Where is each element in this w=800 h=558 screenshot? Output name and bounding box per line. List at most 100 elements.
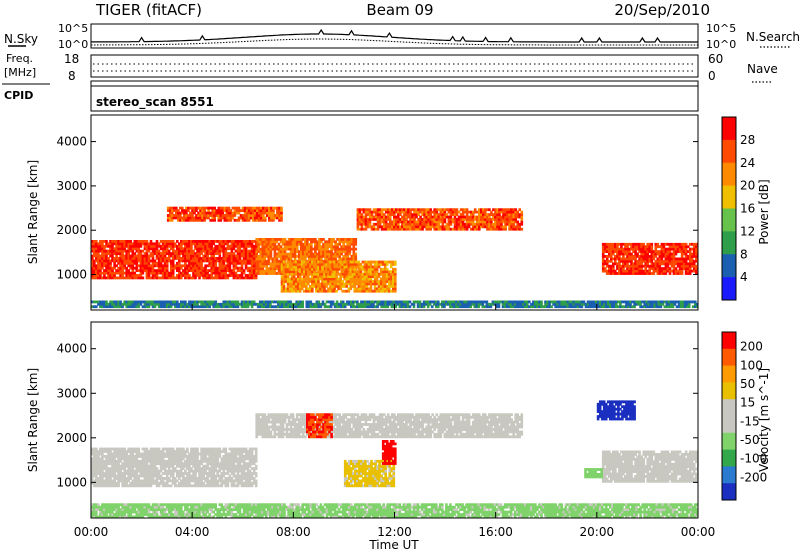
power-cell: [115, 255, 118, 258]
power-cell: [276, 240, 279, 243]
power-cell: [393, 213, 396, 216]
power-cell: [214, 262, 217, 265]
power-cell: [158, 242, 161, 245]
beam-label: Beam 09: [366, 1, 433, 19]
power-cell: [330, 250, 333, 253]
power-cell: [111, 245, 114, 248]
power-cell: [604, 267, 607, 270]
power-cell: [156, 240, 159, 243]
power-cell: [210, 274, 213, 277]
power-cell: [450, 216, 453, 219]
power-cell: [355, 248, 358, 251]
power-cell: [280, 217, 283, 220]
power-cell: [300, 240, 303, 243]
power-cell: [378, 275, 381, 278]
power-cell: [685, 260, 688, 263]
power-cell: [329, 268, 332, 271]
power-heatmap: [91, 207, 701, 308]
power-cell: [466, 208, 469, 211]
power-cell: [156, 274, 159, 277]
power-cell: [132, 269, 135, 272]
power-cell: [158, 250, 161, 253]
power-cell: [293, 275, 296, 278]
power-cell: [253, 250, 256, 253]
power-cell: [214, 301, 217, 304]
nave-right-tick-bottom: 0: [708, 69, 716, 83]
power-cell: [540, 301, 543, 304]
power-cell: [283, 283, 286, 286]
power-cell: [376, 268, 379, 271]
power-cell: [146, 252, 149, 255]
power-cell: [618, 255, 621, 258]
power-cell: [177, 209, 180, 212]
power-cell: [264, 258, 267, 261]
power-cell: [111, 269, 114, 272]
power-cell: [394, 283, 397, 286]
power-cell: [294, 258, 297, 261]
power-cell: [336, 245, 339, 248]
power-cell: [633, 305, 636, 308]
power-cell: [639, 303, 642, 306]
power-cell: [214, 264, 217, 267]
freq-left-tick-top: 18: [64, 52, 79, 66]
freq-panel: [91, 55, 698, 77]
power-cell: [615, 303, 618, 306]
power-cell: [334, 258, 337, 261]
power-cell: [370, 278, 373, 281]
power-cell: [357, 225, 360, 228]
power-cell: [121, 274, 124, 277]
power-cell: [330, 243, 333, 246]
power-cell: [164, 255, 167, 258]
power-cell: [180, 245, 183, 248]
power-cell: [223, 262, 226, 265]
power-cell: [284, 250, 287, 253]
power-cell: [276, 258, 279, 261]
power-cell: [394, 268, 397, 271]
power-cell: [225, 250, 228, 253]
power-cell: [488, 216, 491, 219]
power-cell: [429, 213, 432, 216]
power-cell: [660, 305, 663, 308]
power-cell: [386, 305, 389, 308]
power-cell: [354, 285, 357, 288]
power-cell: [376, 305, 379, 308]
power-cell: [174, 242, 177, 245]
power-cell: [437, 301, 440, 304]
power-cell: [365, 216, 368, 219]
power-cell: [370, 285, 373, 288]
power-cell: [188, 274, 191, 277]
power-cell: [190, 245, 193, 248]
power-cell: [166, 262, 169, 265]
power-cell: [427, 305, 430, 308]
power-cell: [140, 303, 143, 306]
velocity-cell: [101, 477, 104, 480]
power-cell: [381, 211, 384, 214]
power-cell: [355, 253, 358, 256]
power-cell: [612, 253, 615, 256]
power-y-label: Slant Range [km]: [26, 160, 40, 264]
power-cell: [521, 213, 524, 216]
power-cell: [518, 225, 521, 228]
power-cell: [299, 290, 302, 293]
power-cell: [156, 247, 159, 250]
power-cell: [270, 250, 273, 253]
power-cell: [233, 247, 236, 250]
power-cell: [280, 207, 283, 210]
power-cell: [148, 305, 151, 308]
power-cell: [284, 238, 287, 241]
power-cell: [212, 242, 215, 245]
power-cell: [688, 305, 691, 308]
power-cell: [673, 255, 676, 258]
power-cell: [227, 277, 230, 280]
power-cell: [289, 261, 292, 264]
power-cell: [394, 261, 397, 264]
power-cell: [166, 267, 169, 270]
power-cell: [350, 287, 353, 290]
power-cell: [238, 207, 241, 210]
power-cell: [251, 242, 254, 245]
power-cell: [355, 238, 358, 241]
power-cell: [123, 247, 126, 250]
power-cell: [248, 219, 251, 222]
power-cell: [687, 245, 690, 248]
